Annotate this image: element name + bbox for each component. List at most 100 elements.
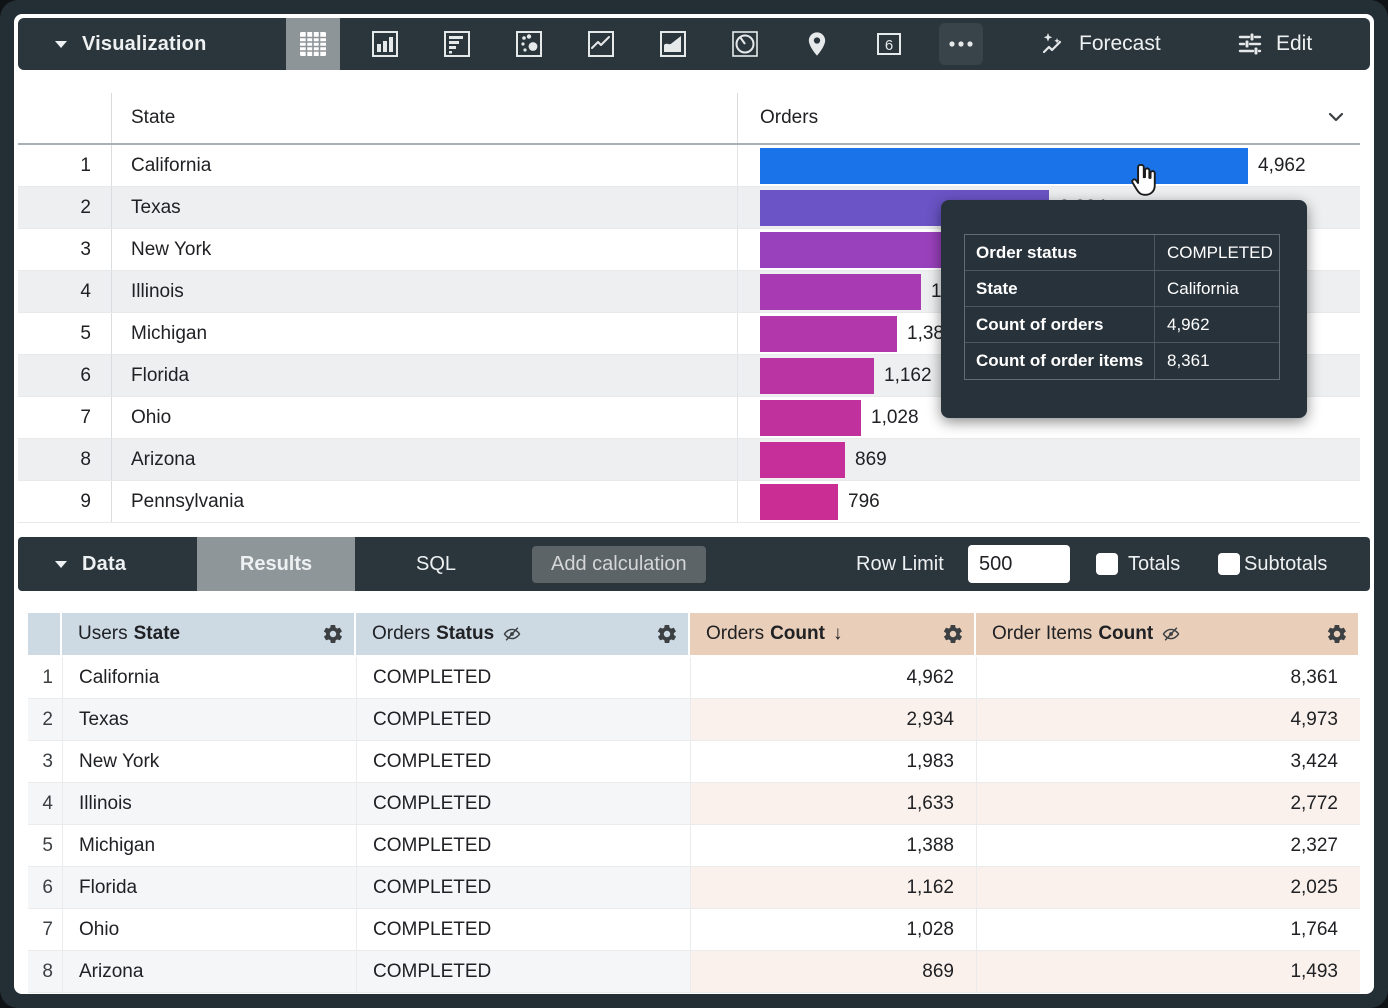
- orders-status-cell[interactable]: COMPLETED: [356, 951, 690, 992]
- chart-type-pie-button[interactable]: [718, 18, 772, 70]
- users-state-cell[interactable]: Texas: [62, 699, 356, 740]
- ellipsis-icon: [949, 41, 973, 47]
- orders-status-cell[interactable]: COMPLETED: [356, 909, 690, 950]
- orders-status-cell[interactable]: COMPLETED: [356, 699, 690, 740]
- users-state-cell[interactable]: Ohio: [62, 909, 356, 950]
- orders-count-cell[interactable]: 1,162: [690, 867, 976, 908]
- gear-icon[interactable]: [942, 623, 964, 651]
- orders-bar[interactable]: [760, 399, 861, 436]
- orders-status-cell[interactable]: COMPLETED: [356, 783, 690, 824]
- orders-status-cell[interactable]: COMPLETED: [356, 657, 690, 698]
- line-chart-icon: [588, 31, 614, 57]
- data-table: Users State Orders Status Orders Count: [28, 613, 1360, 993]
- add-calculation-button[interactable]: Add calculation: [532, 546, 706, 583]
- orders-bar[interactable]: [760, 441, 845, 478]
- tab-results[interactable]: Results: [197, 537, 355, 591]
- order-items-count-cell[interactable]: 2,327: [976, 825, 1360, 866]
- sliders-icon: [1238, 33, 1262, 55]
- orders-count-cell[interactable]: 869: [690, 951, 976, 992]
- sort-desc-icon[interactable]: ↓: [832, 623, 843, 644]
- orders-bar-value: 1,028: [871, 406, 919, 428]
- chart-type-area-button[interactable]: [646, 18, 700, 70]
- orders-count-cell[interactable]: 1,983: [690, 741, 976, 782]
- users-state-cell[interactable]: Arizona: [62, 951, 356, 992]
- data-table-header: Users State Orders Status Orders Count: [28, 613, 1360, 655]
- users-state-cell[interactable]: Illinois: [62, 783, 356, 824]
- orders-bar[interactable]: [760, 483, 838, 520]
- orders-count-cell[interactable]: 1,388: [690, 825, 976, 866]
- data-row-number: 4: [28, 783, 62, 824]
- tooltip-label: State: [965, 271, 1155, 306]
- viz-table-row: 5 Michigan 1,388: [18, 313, 1360, 355]
- users-state-cell[interactable]: Florida: [62, 867, 356, 908]
- viz-state-cell[interactable]: Florida: [112, 355, 738, 396]
- edit-button[interactable]: Edit: [1236, 18, 1312, 70]
- chart-type-scatter-button[interactable]: [502, 18, 556, 70]
- data-header-users-state[interactable]: Users State: [62, 613, 354, 655]
- viz-header-orders-label: Orders: [760, 107, 819, 128]
- visualization-section-toggle[interactable]: Visualization: [54, 18, 207, 70]
- forecast-button[interactable]: Forecast: [1040, 18, 1161, 70]
- row-limit-input[interactable]: [968, 545, 1070, 583]
- chart-type-more-button[interactable]: [934, 18, 988, 70]
- orders-bar[interactable]: [760, 357, 874, 394]
- chevron-down-icon[interactable]: [1326, 107, 1346, 127]
- data-section-toggle[interactable]: Data: [54, 537, 126, 591]
- orders-count-cell[interactable]: 1,633: [690, 783, 976, 824]
- map-pin-icon: [808, 32, 826, 56]
- chart-type-strip: 6: [286, 18, 1006, 70]
- viz-header-state[interactable]: State: [112, 93, 738, 143]
- orders-status-cell[interactable]: COMPLETED: [356, 825, 690, 866]
- data-row-number: 6: [28, 867, 62, 908]
- order-items-count-cell[interactable]: 4,973: [976, 699, 1360, 740]
- viz-state-cell[interactable]: California: [112, 145, 738, 186]
- viz-header-orders[interactable]: Orders: [738, 93, 1360, 143]
- orders-bar[interactable]: [760, 315, 897, 352]
- viz-state-cell[interactable]: New York: [112, 229, 738, 270]
- data-row-number: 1: [28, 657, 62, 698]
- data-table-row: 5 Michigan COMPLETED 1,388 2,327: [28, 825, 1360, 867]
- users-state-cell[interactable]: California: [62, 657, 356, 698]
- data-header-order-items-count[interactable]: Order Items Count: [976, 613, 1358, 655]
- order-items-count-cell[interactable]: 1,764: [976, 909, 1360, 950]
- gear-icon[interactable]: [656, 623, 678, 651]
- table-icon: [300, 32, 326, 56]
- viz-state-cell[interactable]: Pennsylvania: [112, 481, 738, 522]
- chart-type-table-button[interactable]: [286, 18, 340, 70]
- order-items-count-cell[interactable]: 3,424: [976, 741, 1360, 782]
- chart-type-line-button[interactable]: [574, 18, 628, 70]
- viz-state-cell[interactable]: Arizona: [112, 439, 738, 480]
- orders-bar[interactable]: [760, 273, 921, 310]
- order-items-count-cell[interactable]: 2,025: [976, 867, 1360, 908]
- gear-icon[interactable]: [322, 623, 344, 651]
- order-items-count-cell[interactable]: 1,493: [976, 951, 1360, 992]
- viz-row-number: 4: [18, 271, 112, 312]
- orders-count-cell[interactable]: 1,028: [690, 909, 976, 950]
- viz-state-cell[interactable]: Illinois: [112, 271, 738, 312]
- orders-bar[interactable]: [760, 147, 1248, 184]
- order-items-count-cell[interactable]: 8,361: [976, 657, 1360, 698]
- viz-state-cell[interactable]: Ohio: [112, 397, 738, 438]
- data-header-orders-count[interactable]: Orders Count ↓: [690, 613, 974, 655]
- data-header-orders-status[interactable]: Orders Status: [356, 613, 688, 655]
- viz-state-cell[interactable]: Michigan: [112, 313, 738, 354]
- chart-type-column-button[interactable]: [358, 18, 412, 70]
- data-row-number: 3: [28, 741, 62, 782]
- orders-count-cell[interactable]: 4,962: [690, 657, 976, 698]
- totals-checkbox[interactable]: [1096, 553, 1118, 575]
- orders-status-cell[interactable]: COMPLETED: [356, 867, 690, 908]
- users-state-cell[interactable]: New York: [62, 741, 356, 782]
- totals-label: Totals: [1128, 552, 1181, 575]
- gear-icon[interactable]: [1326, 623, 1348, 651]
- order-items-count-cell[interactable]: 2,772: [976, 783, 1360, 824]
- subtotals-checkbox[interactable]: [1218, 553, 1240, 575]
- chart-type-single-value-button[interactable]: 6: [862, 18, 916, 70]
- viz-state-cell[interactable]: Texas: [112, 187, 738, 228]
- orders-count-cell[interactable]: 2,934: [690, 699, 976, 740]
- tab-sql[interactable]: SQL: [415, 552, 457, 575]
- orders-bar[interactable]: [760, 231, 955, 268]
- chart-type-map-button[interactable]: [790, 18, 844, 70]
- chart-type-bar-button[interactable]: [430, 18, 484, 70]
- orders-status-cell[interactable]: COMPLETED: [356, 741, 690, 782]
- users-state-cell[interactable]: Michigan: [62, 825, 356, 866]
